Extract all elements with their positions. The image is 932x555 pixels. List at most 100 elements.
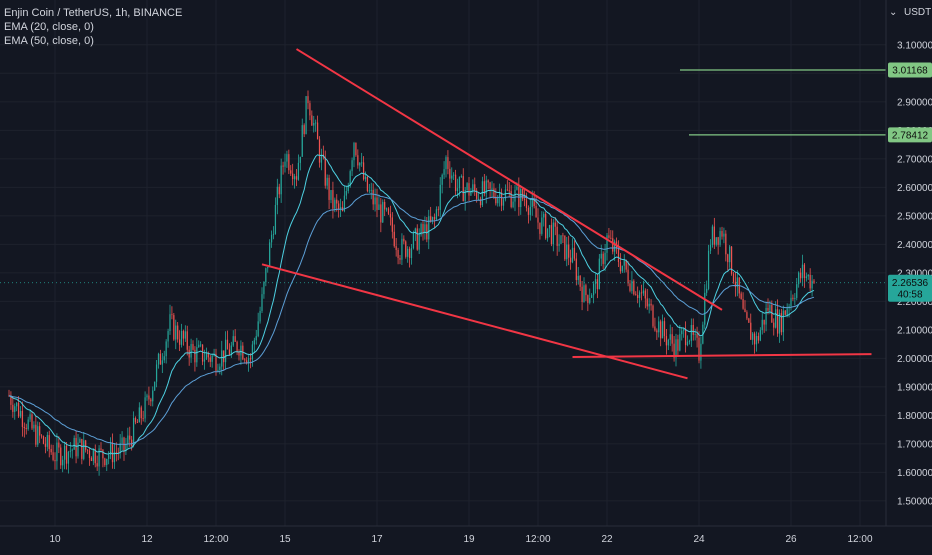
candle-body <box>109 442 112 455</box>
bar-countdown-label: 40:58 <box>897 290 922 301</box>
candle-body <box>336 199 338 204</box>
candle-body <box>761 319 763 331</box>
candle-body <box>299 156 301 163</box>
upper-wedge-line[interactable] <box>295 48 723 311</box>
candle-body <box>201 344 204 362</box>
candle-body <box>305 96 307 135</box>
candle-body <box>146 395 148 398</box>
candle-body <box>190 344 192 358</box>
candle-body <box>420 224 422 235</box>
candle-body <box>568 244 570 258</box>
candle-body <box>602 253 604 264</box>
candle-body <box>453 174 455 176</box>
candle-body <box>729 246 731 263</box>
y-tick-label: 1.60000 <box>897 468 932 479</box>
candle-body <box>152 390 154 402</box>
lower-wedge-line[interactable] <box>261 263 688 380</box>
candle-body <box>138 407 140 423</box>
candle-body <box>169 314 171 332</box>
candle-body <box>514 189 516 202</box>
candle-body <box>700 343 702 361</box>
chart-legend: Enjin Coin / TetherUS, 1h, BINANCE EMA (… <box>4 6 182 48</box>
candle-body <box>727 254 729 263</box>
y-tick-label: 3.10000 <box>897 40 932 51</box>
candle-body <box>157 353 160 365</box>
candle-body <box>40 435 43 437</box>
candle-body <box>86 449 89 451</box>
candle-body <box>479 198 482 206</box>
ema-20-line <box>8 154 815 455</box>
candle-body <box>497 196 499 204</box>
candle-body <box>424 224 426 233</box>
candle-body <box>763 319 765 325</box>
candle-body <box>65 445 68 464</box>
candle-body <box>499 192 501 197</box>
candle-body <box>721 231 723 237</box>
candle-body <box>732 273 735 282</box>
candle-body <box>698 337 700 361</box>
candle-body <box>801 264 804 279</box>
candle-body <box>332 190 334 209</box>
candle-body <box>660 321 662 339</box>
candle-body <box>270 234 273 243</box>
candle-body <box>606 235 608 253</box>
candle-body <box>635 294 637 296</box>
candle-body <box>573 247 576 259</box>
candle-body <box>246 360 248 364</box>
candle-body <box>132 417 135 446</box>
candle-body <box>357 155 359 166</box>
candle-body <box>587 295 589 303</box>
candle-body <box>263 282 265 295</box>
candle-body <box>238 351 240 356</box>
support-line[interactable] <box>572 353 872 358</box>
y-tick-label: 2.30000 <box>897 268 932 279</box>
candle-body <box>723 233 725 237</box>
candle-body <box>200 344 202 346</box>
candle-body <box>117 452 119 454</box>
candle-body <box>249 358 252 360</box>
candle-body <box>50 448 52 453</box>
candle-body <box>550 225 553 245</box>
candle-body <box>140 407 142 419</box>
ema-50-label: EMA (50, close, 0) <box>4 35 94 47</box>
candle-body <box>39 426 41 436</box>
candle-body <box>719 231 721 245</box>
candle-body <box>778 313 781 334</box>
candle-body <box>454 174 457 191</box>
candle-body <box>418 234 420 250</box>
candle-body <box>159 353 162 365</box>
candle-body <box>614 241 616 252</box>
candle-body <box>663 321 666 337</box>
candle-body <box>696 334 698 338</box>
candle-body <box>257 321 259 337</box>
candle-body <box>88 450 91 458</box>
candle-body <box>688 340 691 342</box>
candle-body <box>765 307 767 325</box>
candle-body <box>755 335 758 345</box>
candle-body <box>364 176 367 180</box>
candle-body <box>694 334 696 335</box>
candle-body <box>387 208 390 214</box>
candle-body <box>780 313 783 333</box>
candle-body <box>504 189 507 200</box>
candle-body <box>435 209 438 220</box>
candle-body <box>431 216 434 221</box>
candle-body <box>163 356 165 361</box>
candle-body <box>730 246 733 274</box>
ema-20-label: EMA (20, close, 0) <box>4 21 94 33</box>
candle-body <box>255 336 257 341</box>
y-tick-label: 2.00000 <box>897 354 932 365</box>
candle-body <box>42 436 45 444</box>
candle-body <box>90 457 93 462</box>
candle-body <box>483 181 485 194</box>
candle-body <box>311 115 313 126</box>
candle-body <box>512 201 514 208</box>
candle-body <box>677 339 679 351</box>
candle-body <box>443 169 445 175</box>
candle-body <box>706 288 708 293</box>
candle-body <box>226 339 229 350</box>
y-tick-label: 2.60000 <box>897 183 932 194</box>
